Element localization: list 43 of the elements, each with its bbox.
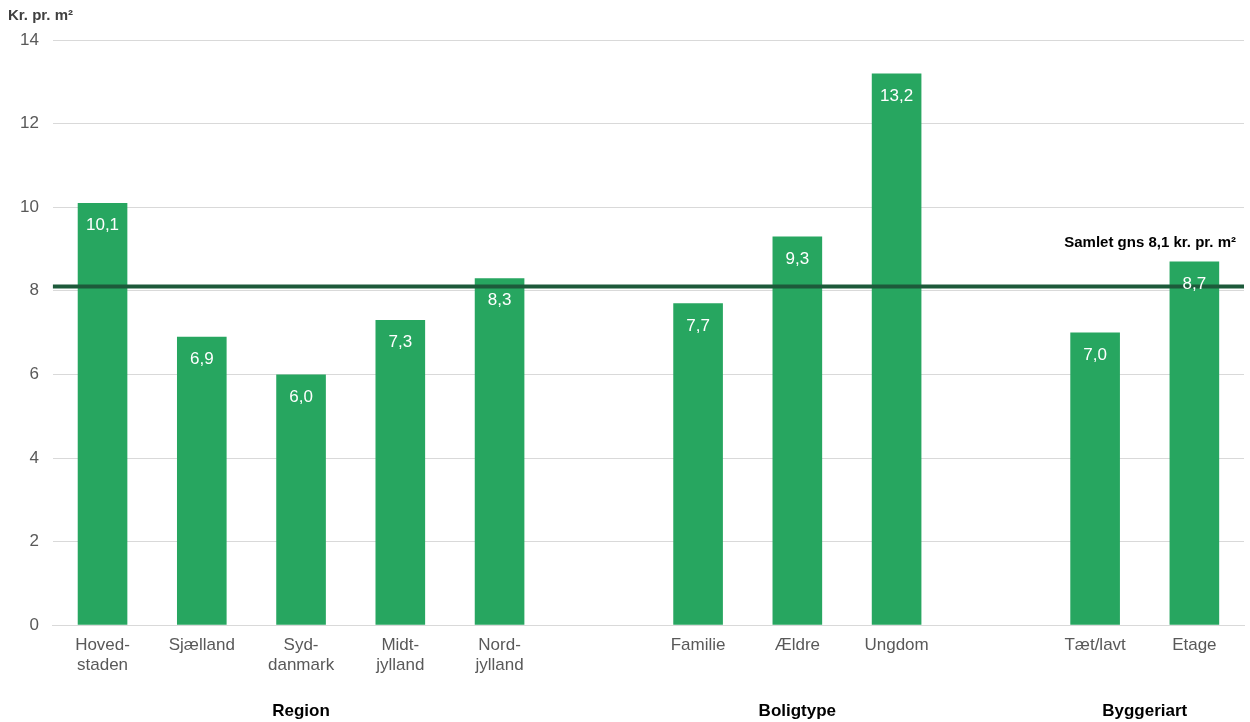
bar xyxy=(1070,332,1120,625)
x-tick-label: Familie xyxy=(670,635,726,655)
y-tick-label: 6 xyxy=(29,364,39,384)
x-tick-label: Sjælland xyxy=(168,635,235,655)
x-tick-label: Tæt/lavt xyxy=(1064,635,1127,655)
text: Boligtype xyxy=(758,701,837,721)
bar xyxy=(375,320,426,625)
bar xyxy=(871,73,922,625)
data-label: 13,2 xyxy=(880,85,914,105)
data-label: 9,3 xyxy=(785,248,810,268)
y-tick-label: 0 xyxy=(29,614,39,634)
x-tick-label: Midt- jylland xyxy=(375,635,425,675)
x-tick-label: Syd- danmark xyxy=(267,635,335,675)
y-tick-label: 14 xyxy=(19,29,39,49)
data-label: 7,7 xyxy=(686,315,710,335)
bar xyxy=(176,336,227,625)
text: Byggeriart xyxy=(1102,701,1188,721)
data-label: 7,3 xyxy=(388,332,413,352)
x-tick-label: Ældre xyxy=(774,635,821,655)
text: Region xyxy=(272,701,330,721)
data-label: 7,0 xyxy=(1083,344,1107,364)
bar xyxy=(673,303,723,625)
bar xyxy=(474,278,525,625)
bar xyxy=(77,203,128,625)
data-label: 6,9 xyxy=(189,348,214,368)
x-tick-label: Hoved- staden xyxy=(75,635,130,675)
y-tick-label: 10 xyxy=(19,196,39,216)
data-label: 8,7 xyxy=(1182,273,1207,293)
y-tick-label: 8 xyxy=(29,280,39,300)
x-tick-label: Nord- jylland xyxy=(474,635,524,675)
x-tick-label: Ungdom xyxy=(864,635,929,655)
x-tick-label: Etage xyxy=(1172,635,1217,655)
y-axis-title: Kr. pr. m² xyxy=(8,5,74,23)
data-label: 8,3 xyxy=(487,290,512,310)
y-tick-label: 4 xyxy=(29,447,39,467)
data-label: 6,0 xyxy=(289,386,313,406)
ref-line-label: Samlet gns 8,1 kr. pr. m² xyxy=(1064,233,1236,251)
data-label: 10,1 xyxy=(85,215,120,235)
y-tick-label: 12 xyxy=(19,113,39,133)
bar xyxy=(772,236,823,625)
bar xyxy=(1169,261,1220,625)
y-tick-label: 2 xyxy=(29,531,39,551)
bar xyxy=(276,374,326,625)
